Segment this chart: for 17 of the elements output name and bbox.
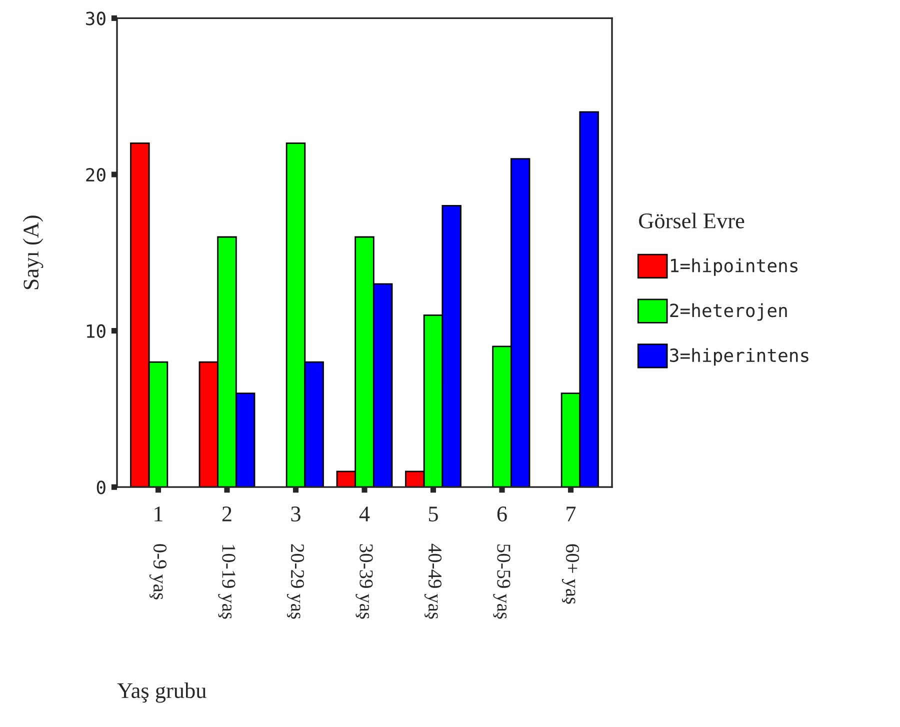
y-axis-title: Sayı (A) bbox=[22, 216, 44, 290]
x-tick-label: 5 40-49 yaş bbox=[424, 506, 442, 619]
x-tick-label: 3 20-29 yaş bbox=[286, 506, 304, 619]
y-tick-label: 20 bbox=[86, 168, 106, 182]
y-tick-label: 0 bbox=[96, 480, 106, 494]
legend-label: 2=heterojen bbox=[670, 303, 787, 321]
x-tick-label: 6 50-59 yaş bbox=[493, 506, 510, 619]
y-tick-label: 30 bbox=[86, 12, 106, 26]
legend-label: 1=hipointens bbox=[671, 258, 798, 276]
x-axis-title: Yaş grubu bbox=[117, 682, 206, 703]
x-tick-label: 7 60+ yaş bbox=[562, 506, 580, 604]
x-tick-label: 4 30-39 yaş bbox=[356, 506, 373, 619]
legend-label: 3=hiperintens bbox=[670, 348, 808, 366]
x-tick-label: 2 10-19 yaş bbox=[218, 506, 236, 619]
legend-title: Görsel Evre bbox=[639, 212, 744, 228]
y-tick-label: 10 bbox=[87, 324, 106, 338]
x-tick-label: 1 0-9 yaş bbox=[149, 506, 167, 600]
